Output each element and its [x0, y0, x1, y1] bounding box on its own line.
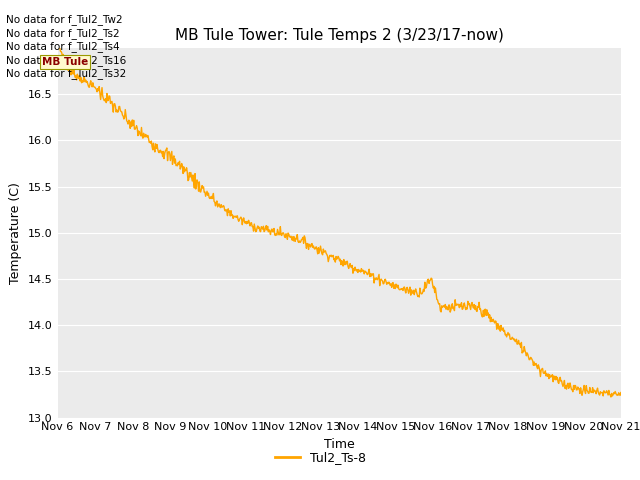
Title: MB Tule Tower: Tule Temps 2 (3/23/17-now): MB Tule Tower: Tule Temps 2 (3/23/17-now…: [175, 28, 504, 43]
Tul2_Ts-8: [539, 365, 547, 371]
Text: No data for f_Tul2_Ts16: No data for f_Tul2_Ts16: [6, 55, 127, 66]
Text: MB Tule: MB Tule: [42, 57, 88, 67]
Tul2_Ts-8: [413, 289, 420, 295]
Tul2_Ts-8: [481, 307, 488, 312]
Text: No data for f_Tul2_Ts2: No data for f_Tul2_Ts2: [6, 28, 120, 39]
X-axis label: Time: Time: [324, 438, 355, 451]
Tul2_Ts-8: [54, 37, 61, 43]
Tul2_Ts-8: [607, 394, 615, 400]
Tul2_Ts-8: [88, 84, 96, 90]
Tul2_Ts-8: [396, 287, 403, 293]
Tul2_Ts-8: [381, 277, 388, 283]
Tul2_Ts-8: [617, 390, 625, 396]
Legend: Tul2_Ts-8: Tul2_Ts-8: [269, 446, 371, 469]
Text: No data for f_Tul2_Tw2: No data for f_Tul2_Tw2: [6, 14, 123, 25]
Y-axis label: Temperature (C): Temperature (C): [10, 182, 22, 284]
Text: No data for f_Tul2_Ts4: No data for f_Tul2_Ts4: [6, 41, 120, 52]
Text: No data for f_Tul2_Ts32: No data for f_Tul2_Ts32: [6, 68, 127, 79]
Line: Tul2_Ts-8: Tul2_Ts-8: [58, 40, 621, 397]
